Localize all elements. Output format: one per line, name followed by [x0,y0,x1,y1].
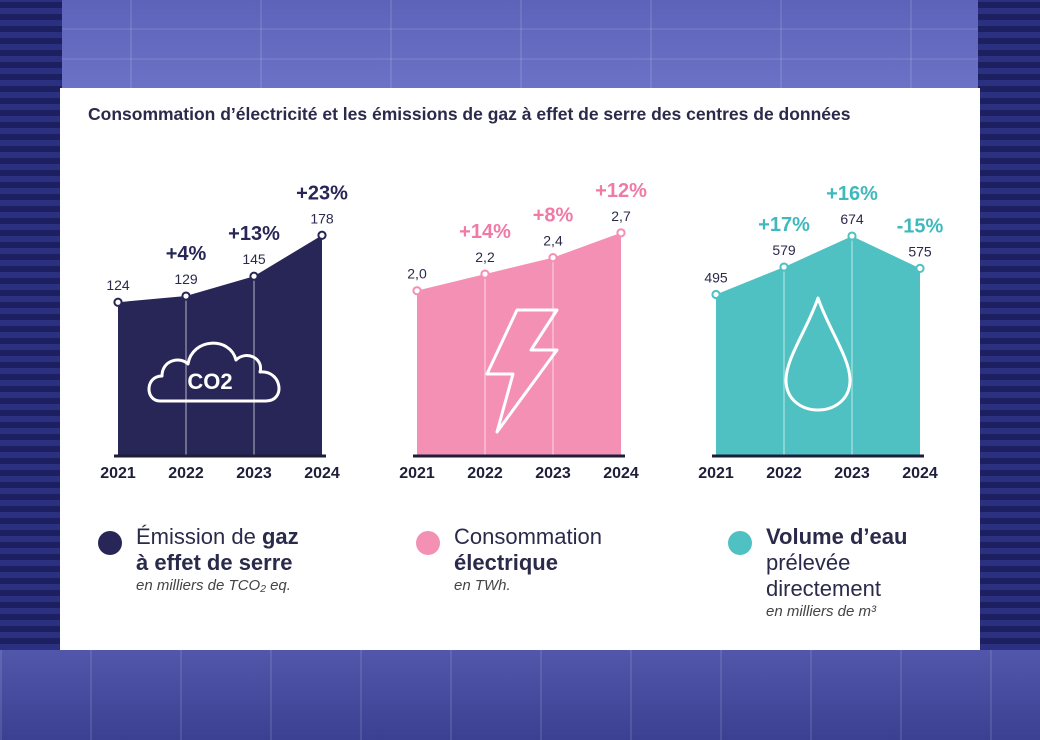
legend-emissions-line2: à effet de serre [136,550,293,575]
water-drop-icon [784,296,852,412]
legend-water-unit: en milliers de m³ [766,603,877,620]
legend-electricity-line1: Consommation [454,524,602,549]
co2-icon-text: CO2 [187,369,232,394]
emissions-point [317,230,327,240]
emissions-value-label: 129 [174,271,198,287]
electricity-value-label: 2,4 [543,233,563,249]
water-growth-label: -15% [897,215,944,237]
electricity-point [480,269,490,279]
infographic-title: Consommation d’électricité et les émissi… [88,104,851,124]
emissions-growth-label: +13% [228,223,280,245]
electricity-x-tick-label: 2024 [603,465,639,482]
legend-water-line3: directement [766,576,881,601]
emissions-point [113,297,123,307]
water-value-label: 495 [704,269,728,285]
electricity-value-label: 2,0 [407,266,427,282]
emissions-x-tick-label: 2021 [100,465,136,482]
legend-dot-emissions [98,531,122,555]
co2-cloud-icon [147,341,281,403]
water-growth-label: +17% [758,214,810,236]
background-floor [0,650,1040,740]
electricity-value-label: 2,7 [611,208,631,224]
electricity-x-tick-label: 2022 [467,465,503,482]
electricity-value-label: 2,2 [475,249,495,265]
electricity-growth-label: +8% [533,205,574,227]
electricity-area [417,232,621,456]
legend-electricity-line2: électrique [454,550,558,575]
water-growth-label: +16% [826,183,878,205]
water-point [779,262,789,272]
legend-emissions: Émission de gaz à effet de serre en mill… [98,524,299,596]
legend-dot-water [728,531,752,555]
water-point [847,231,857,241]
background-server-rack-right [978,0,1040,740]
emissions-point [181,291,191,301]
electricity-point [616,228,626,238]
emissions-value-label: 178 [310,210,334,226]
background-server-rack-left [0,0,62,740]
legend-electricity: Consommation électrique en TWh. [416,524,602,596]
emissions-x-tick-label: 2024 [304,465,340,482]
water-value-label: 575 [908,243,932,259]
water-value-label: 674 [840,211,864,227]
legend-water-line2: prélevée [766,550,851,575]
emissions-area [118,235,322,456]
electricity-x-tick-label: 2021 [399,465,435,482]
electricity-growth-label: +14% [459,221,511,243]
legend-water-line1: Volume d’eau [766,524,908,549]
legend-emissions-unit: en milliers de TCO₂ eq. [136,577,291,594]
water-x-tick-label: 2021 [698,465,734,482]
emissions-x-tick-label: 2023 [236,465,272,482]
legend-electricity-unit: en TWh. [454,577,511,594]
legend-dot-electricity [416,531,440,555]
water-x-tick-label: 2024 [902,465,938,482]
legend-water: Volume d’eau prélevée directement en mil… [728,524,907,622]
emissions-value-label: 124 [106,277,130,293]
water-x-tick-label: 2022 [766,465,802,482]
water-area [716,236,920,456]
electricity-growth-label: +12% [595,180,647,202]
charts-svg: 124 2021 129 +4% 2022 145 +13% 2023 178 +23% 2024 C… [100,180,944,482]
legend-emissions-line1: Émission de gaz [136,524,299,549]
emissions-growth-label: +4% [166,243,207,265]
electricity-point [412,286,422,296]
background-ceiling [0,0,1040,90]
infographic-panel: Consommation d’électricité et les émissi… [60,88,980,650]
electricity-point [548,253,558,263]
water-value-label: 579 [772,242,796,258]
water-x-tick-label: 2023 [834,465,870,482]
emissions-growth-label: +23% [296,182,348,204]
water-point [711,289,721,300]
lightning-icon [485,308,559,434]
emissions-x-tick-label: 2022 [168,465,204,482]
electricity-x-tick-label: 2023 [535,465,571,482]
emissions-value-label: 145 [242,251,266,267]
water-point [915,263,925,273]
emissions-point [249,271,259,281]
